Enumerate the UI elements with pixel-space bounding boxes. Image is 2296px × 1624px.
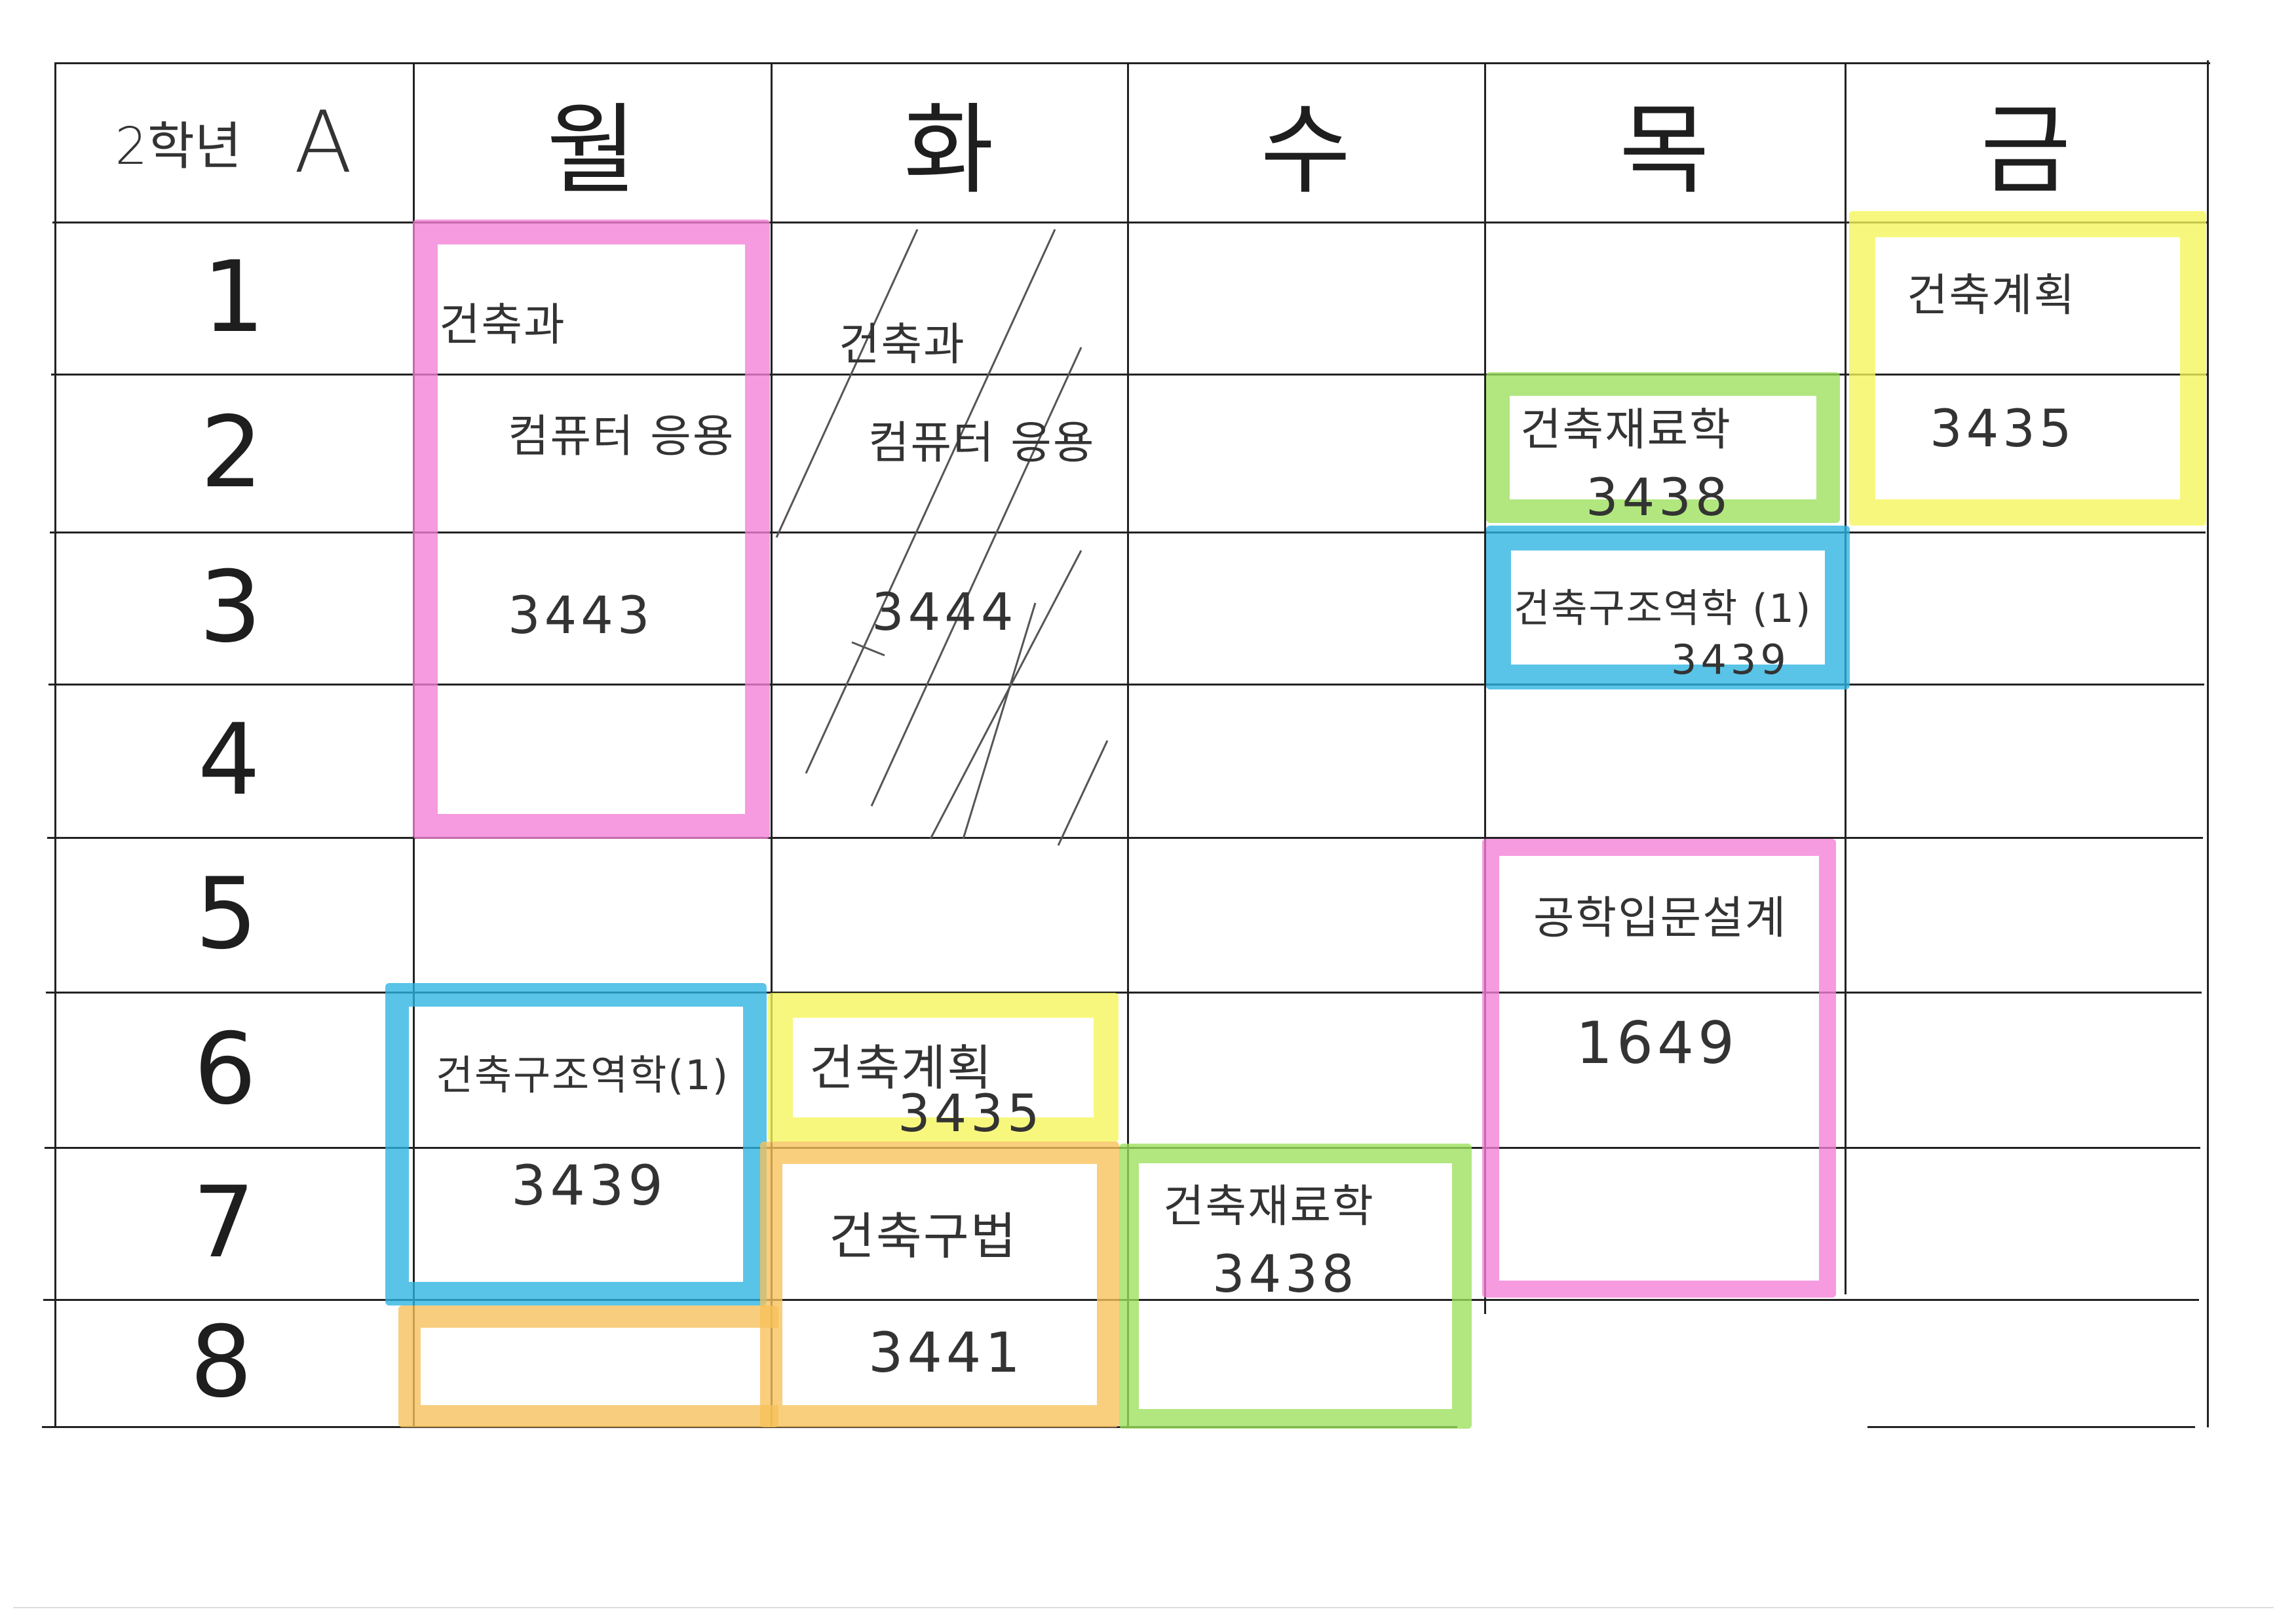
room-number: 1649: [1576, 1009, 1738, 1077]
day-header-fri: 금: [1980, 94, 2071, 208]
room-number: 3441: [868, 1321, 1024, 1385]
period-label: 3: [199, 551, 262, 665]
highlight-blue-thu: [1486, 526, 1850, 689]
highlight-yellow-fri: [1849, 211, 2206, 526]
day-header-wed: 수: [1260, 94, 1351, 208]
grid-line: [54, 62, 2210, 64]
room-number: 3439: [1671, 636, 1790, 684]
period-label: 2: [200, 395, 263, 510]
room-number: 3443: [508, 587, 654, 646]
room-number: 3438: [1586, 469, 1732, 528]
highlight-blue-mon: [385, 983, 767, 1305]
class-name: 건축계획: [1907, 270, 2076, 322]
period-label: 5: [195, 857, 258, 971]
grid-line: [46, 992, 2202, 994]
period-label: 1: [202, 241, 265, 355]
class-name: 컴퓨터 응용: [868, 417, 1096, 469]
grid-line: [771, 62, 773, 1427]
day-header-thu: 목: [1618, 94, 1710, 208]
class-name: 건축구조역학(1): [436, 1051, 730, 1099]
class-name: 건축과: [439, 300, 566, 351]
grade-section-label: 2학년 A: [54, 62, 413, 222]
section-label: A: [294, 92, 353, 192]
highlight-green-thu: [1486, 372, 1840, 523]
period-label: 4: [197, 703, 261, 817]
highlight-orange-mon: [398, 1305, 778, 1427]
period-label: 7: [192, 1166, 256, 1280]
room-number: 3438: [1212, 1245, 1358, 1304]
room-number: 3435: [1930, 400, 2076, 459]
highlight-pink-mon: [413, 220, 770, 839]
room-number: 3435: [898, 1085, 1044, 1144]
grid-line: [2207, 60, 2209, 1427]
highlight-pink-thu: [1482, 839, 1836, 1298]
class-name: 건축과: [839, 319, 966, 371]
grid-line: [47, 837, 2203, 839]
class-name: 컴퓨터 응용: [508, 411, 735, 463]
grid-line: [51, 374, 2207, 376]
highlight-yellow-tue: [768, 993, 1119, 1142]
grid-line: [48, 684, 2204, 686]
class-name: 공학입문설계: [1533, 893, 1788, 944]
grade-label: 2학년: [115, 117, 242, 176]
class-name: 건축계획: [809, 1040, 993, 1096]
class-name: 건축구법: [829, 1207, 1018, 1266]
class-name: 건축재료학: [1163, 1181, 1375, 1233]
grid-line: [1867, 1426, 2195, 1428]
grid-line: [52, 222, 2208, 223]
highlight-orange-tue: [760, 1142, 1119, 1427]
class-name: 건축구조역학 (1): [1514, 586, 1812, 632]
day-header-tue: 화: [903, 94, 994, 208]
period-label: 6: [193, 1012, 257, 1127]
room-number: 3444: [871, 583, 1018, 642]
grid-line: [1484, 62, 1486, 1314]
day-header-mon: 월: [546, 94, 637, 208]
highlight-green-wed: [1119, 1144, 1472, 1429]
grid-line: [54, 62, 56, 1427]
room-number: 3439: [511, 1153, 667, 1218]
period-label: 8: [189, 1305, 253, 1420]
scan-edge-line: [13, 1607, 2274, 1608]
class-name: 건축재료학: [1520, 404, 1732, 456]
grid-line: [1127, 62, 1129, 1427]
